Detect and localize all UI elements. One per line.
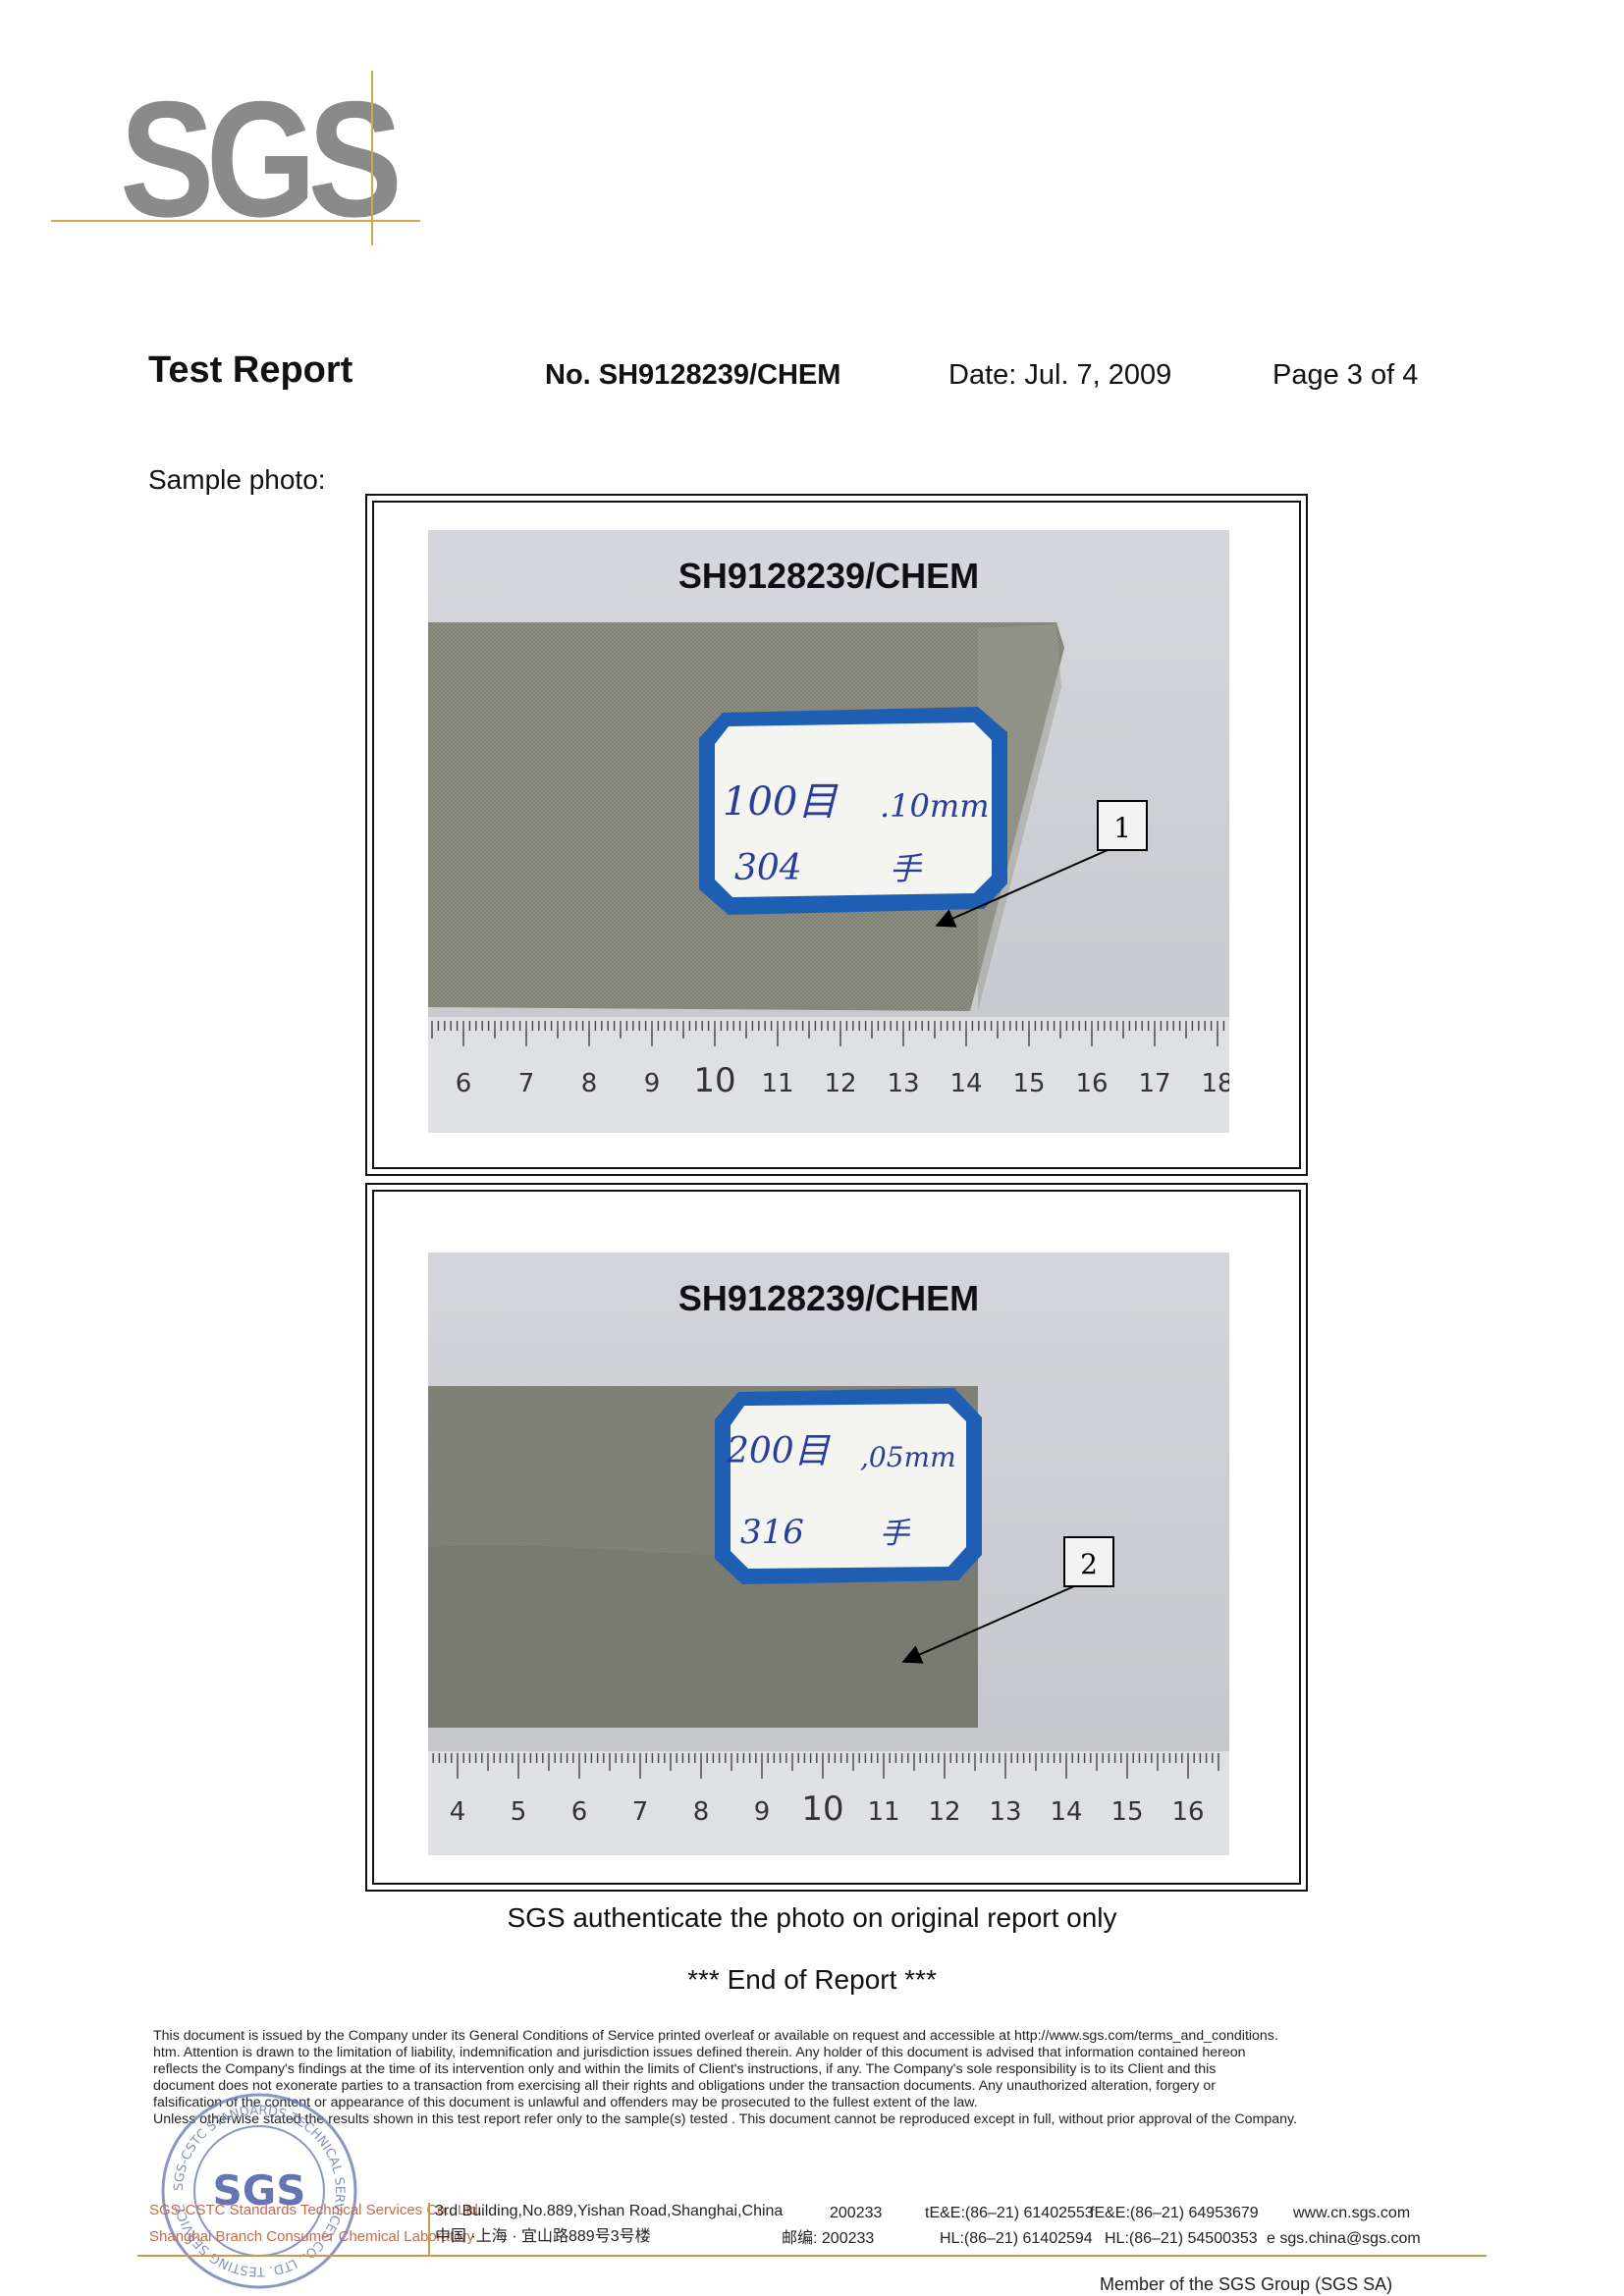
tag-2-line2-left: 316: [740, 1513, 804, 1552]
ruler-number: 13: [989, 1797, 1021, 1827]
ruler-number: 5: [511, 1797, 527, 1827]
ruler-number: 15: [1110, 1797, 1143, 1827]
ruler-number: 10: [801, 1789, 843, 1829]
ruler-number: 16: [1171, 1797, 1204, 1827]
report-number: No. SH9128239/CHEM: [545, 359, 841, 391]
photo-2-id-label: SH9128239/CHEM: [677, 1278, 980, 1318]
tag-1-line2-right: 手: [890, 850, 923, 887]
callout-arrow-2: [901, 1585, 1075, 1664]
ruler-number: 7: [632, 1797, 649, 1827]
ruler-number: 6: [571, 1797, 588, 1827]
disclaimer-line: falsification of the content or appearan…: [153, 2095, 978, 2110]
callout-number-2: 2: [1080, 1548, 1098, 1580]
logo-vertical-rule: [371, 71, 373, 245]
tag-1-line2-left: 304: [734, 848, 802, 888]
tag-2-line1-left: 200目: [726, 1431, 832, 1471]
callout-box-2: [1063, 1536, 1114, 1587]
ruler-number: 10: [693, 1061, 735, 1100]
address-chinese: 中国 ·上海 · 宜山路889号3号楼: [435, 2228, 651, 2245]
hotline-2: HL:(86–21) 54500353: [1105, 2230, 1258, 2247]
sample-tag-2: [715, 1388, 982, 1584]
callout-arrow-1: [935, 849, 1109, 928]
ruler-number: 14: [949, 1069, 982, 1098]
sample-photo-1: 100目 .10mm 304 手 1 6 7 8 9 10 11 12 13 14 15 16 17 1…: [428, 530, 1229, 1133]
tag-1-line1-left: 100目: [723, 779, 839, 825]
photo-1-image: 100目 .10mm 304 手 1 6 7 8 9 10 11 12 13 14 15 16 17 1…: [428, 530, 1229, 1133]
sample-photo-2: 200目 ,05mm 316 手 2 4 5 6 7 8 9 10 11 12 13 14 15 16 …: [428, 1253, 1229, 1855]
ruler-number: 4: [450, 1797, 466, 1827]
logo-horizontal-rule: [51, 220, 420, 222]
sgs-seal-stamp: SGS-CSTC STANDARDS TECHNICAL SERVICES CO…: [161, 2093, 357, 2289]
disclaimer-line: document does not exonerate parties to a…: [153, 2078, 1217, 2094]
legal-disclaimer: This document is issued by the Company u…: [153, 2028, 1408, 2128]
photo-caption: SGS authenticate the photo on original r…: [507, 1902, 1117, 1933]
email-link[interactable]: e sgs.china@sgs.com: [1267, 2230, 1421, 2247]
ruler-number: 16: [1075, 1069, 1108, 1098]
footer-divider: [428, 2203, 430, 2256]
end-of-report: *** End of Report ***: [687, 1964, 937, 1995]
sgs-logo-text: SGS: [120, 67, 403, 251]
address-english: 3rd Building,No.889,Yishan Road,Shanghai…: [435, 2203, 784, 2219]
disclaimer-line: Unless otherwise stated the results show…: [153, 2111, 1298, 2127]
company-name-line2: Shanghai Branch Consumer Chemical Labora…: [149, 2228, 475, 2245]
ruler-number: 9: [644, 1069, 661, 1098]
footer-rule: [137, 2255, 1487, 2257]
disclaimer-line: reflects the Company's findings at the t…: [153, 2061, 1217, 2077]
ruler-2: [428, 1751, 1229, 1855]
ruler-number: 12: [824, 1069, 856, 1098]
ruler-number: 13: [887, 1069, 919, 1098]
photo-2-image: 200目 ,05mm 316 手 2 4 5 6 7 8 9 10 11 12 13 14 15 16: [428, 1253, 1229, 1855]
ruler-number: 14: [1050, 1797, 1082, 1827]
report-date: Date: Jul. 7, 2009: [948, 359, 1172, 391]
hotline-1: HL:(86–21) 61402594: [940, 2230, 1093, 2247]
stamp-center-text: SGS: [213, 2166, 306, 2215]
report-title: Test Report: [148, 349, 353, 391]
member-statement: Member of the SGS Group (SGS SA): [1100, 2274, 1393, 2294]
ruler-number: 11: [867, 1797, 899, 1827]
ruler-number: 6: [456, 1069, 472, 1098]
fax: fE&E:(86–21) 64953679: [1090, 2205, 1259, 2221]
photo-1-id-label: SH9128239/CHEM: [677, 556, 980, 596]
photo-frame-1: [365, 494, 1308, 1176]
ruler-number: 9: [754, 1797, 771, 1827]
ruler-1: [428, 1017, 1229, 1133]
tag-2-line1-right: ,05mm: [860, 1441, 956, 1473]
disclaimer-line: This document is issued by the Company u…: [153, 2028, 1278, 2044]
photo-frame-2: [365, 1183, 1308, 1892]
tag-1-line1-right: .10mm: [880, 787, 990, 825]
disclaimer-line: htm. Attention is drawn to the limitatio…: [153, 2045, 1246, 2060]
company-name-line1: SGS-CSTC Standards Technical Services Co…: [149, 2202, 483, 2218]
postcode: 200233: [830, 2205, 883, 2221]
sample-tag-1: [699, 707, 1007, 915]
ruler-number: 15: [1012, 1069, 1045, 1098]
ruler-number: 7: [518, 1069, 535, 1098]
ruler-number: 12: [928, 1797, 960, 1827]
telephone: tE&E:(86–21) 61402553: [925, 2205, 1094, 2221]
ruler-number: 18: [1201, 1069, 1229, 1098]
page-indicator: Page 3 of 4: [1272, 359, 1419, 391]
ruler-number: 8: [581, 1069, 598, 1098]
postcode-chinese: 邮编: 200233: [782, 2230, 875, 2247]
sample-photo-label: Sample photo:: [148, 464, 326, 495]
ruler-number: 17: [1138, 1069, 1170, 1098]
website-link[interactable]: www.cn.sgs.com: [1293, 2205, 1411, 2221]
tag-2-line2-right: 手: [880, 1517, 911, 1551]
callout-box-1: [1097, 800, 1148, 851]
callout-number-1: 1: [1113, 812, 1131, 844]
ruler-number: 8: [693, 1797, 710, 1827]
ruler-number: 11: [761, 1069, 793, 1098]
